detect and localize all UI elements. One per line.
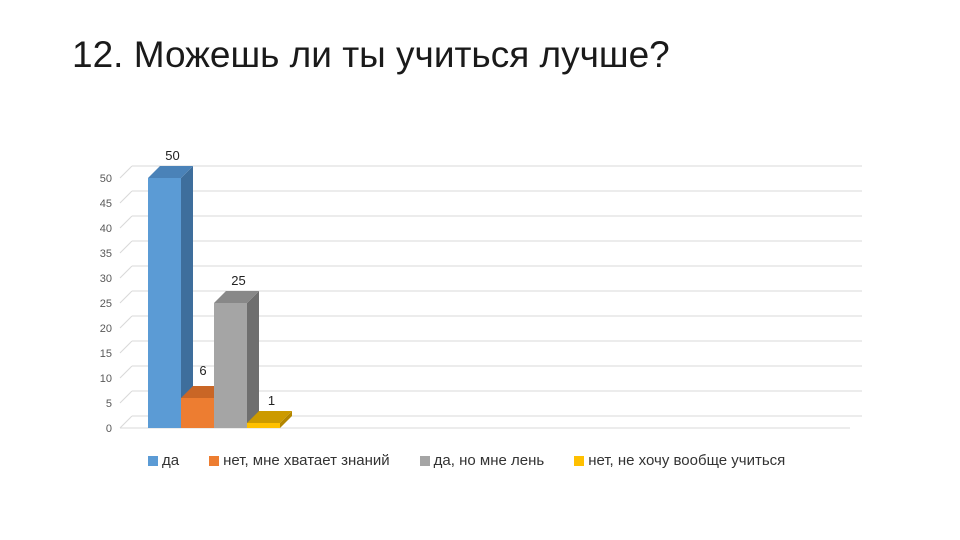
chart-legend: да нет, мне хватает знаний да, но мне лень…	[148, 452, 815, 469]
data-label: 1	[268, 393, 275, 408]
legend-label: нет, не хочу вообще учиться	[588, 452, 786, 469]
y-tick-label: 25	[100, 298, 112, 310]
y-tick-label: 0	[106, 423, 112, 435]
bar-side	[247, 291, 259, 428]
data-label: 25	[231, 273, 245, 288]
y-tick-label: 35	[100, 248, 112, 260]
legend-swatch	[209, 455, 220, 466]
gridline-side	[119, 240, 133, 254]
y-tick-label: 15	[100, 348, 112, 360]
bar-side	[280, 411, 292, 428]
gridline-side	[119, 415, 133, 429]
y-tick-label: 30	[100, 273, 112, 285]
y-tick-label: 50	[100, 173, 112, 185]
legend-swatch	[419, 455, 430, 466]
gridline-side	[119, 365, 133, 379]
legend-item: нет, мне хватает знаний	[209, 452, 390, 469]
legend-label: да, но мне лень	[433, 452, 545, 469]
y-tick-label: 40	[100, 223, 112, 235]
y-tick-label: 20	[100, 323, 112, 335]
bar-side	[181, 166, 193, 428]
legend-item: да, но мне лень	[419, 452, 545, 469]
gridline-side	[119, 265, 133, 279]
bar-top	[148, 166, 193, 178]
gridline-side	[119, 290, 133, 304]
y-tick-label: 10	[100, 373, 112, 385]
bar	[181, 398, 214, 428]
legend-item: да	[148, 452, 179, 469]
y-tick-label: 5	[106, 398, 112, 410]
gridline-side	[119, 340, 133, 354]
data-label: 50	[165, 148, 179, 163]
bar	[214, 303, 247, 428]
data-label: 6	[199, 363, 206, 378]
bar	[148, 178, 181, 428]
y-tick-label: 45	[100, 198, 112, 210]
legend-swatch	[574, 455, 585, 466]
gridline-side	[119, 390, 133, 404]
legend-swatch	[148, 455, 158, 466]
bar	[247, 423, 280, 428]
chart-title: 12. Можешь ли ты учиться лучше?	[72, 34, 670, 75]
gridline-side	[119, 315, 133, 329]
bar-top	[214, 291, 259, 303]
gridline-side	[119, 165, 133, 179]
gridline-side	[119, 190, 133, 204]
legend-label: да	[162, 452, 180, 469]
legend-label: нет, мне хватает знаний	[223, 452, 390, 469]
bar-top	[247, 411, 292, 423]
gridline-side	[119, 215, 133, 229]
legend-item: нет, не хочу вообще учиться	[574, 452, 785, 469]
